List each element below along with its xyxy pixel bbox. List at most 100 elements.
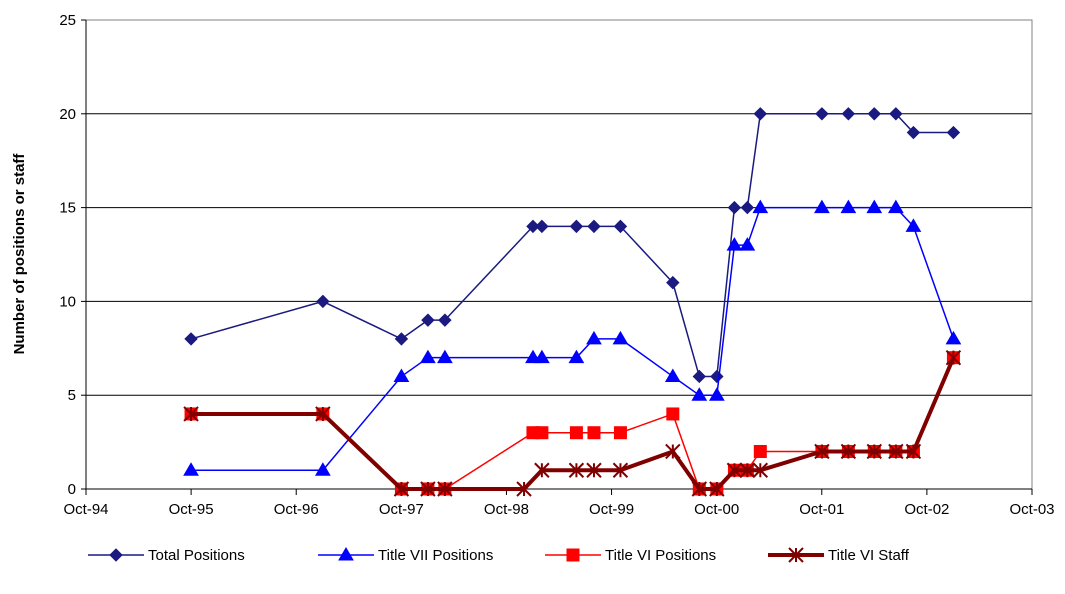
series-line xyxy=(190,113,954,378)
data-point xyxy=(587,219,601,234)
data-point xyxy=(420,349,436,364)
data-point xyxy=(613,219,628,234)
series-title-vii-positions xyxy=(183,199,962,476)
data-point xyxy=(566,548,580,562)
data-point xyxy=(534,462,550,478)
axes: 0 5 10 15 20 25 Oct-94 Oct-95 Oct-96 Oct-97 Oct-98… xyxy=(59,12,1054,518)
data-point xyxy=(753,444,767,458)
data-point xyxy=(866,443,882,460)
data-point xyxy=(840,443,857,460)
data-point xyxy=(691,387,708,401)
legend-label: Total Positions xyxy=(148,547,245,564)
data-point xyxy=(393,481,410,497)
y-tick-label: 20 xyxy=(59,106,76,123)
series-total-positions xyxy=(184,107,961,384)
data-point xyxy=(905,218,922,232)
data-point xyxy=(666,275,680,290)
data-point xyxy=(569,219,584,234)
y-tick-label: 5 xyxy=(68,387,76,404)
data-point xyxy=(568,349,585,364)
data-point xyxy=(710,369,724,384)
data-point xyxy=(421,313,435,327)
y-axis-label: Number of positions or staff xyxy=(11,153,28,355)
legend-label: Title VII Positions xyxy=(378,547,493,564)
data-point xyxy=(586,330,602,345)
data-point xyxy=(740,200,755,215)
x-tick-label: Oct-03 xyxy=(1009,501,1054,518)
data-point xyxy=(887,199,904,214)
data-point xyxy=(752,199,769,214)
legend-item: Title VI Positions xyxy=(545,547,716,564)
data-point xyxy=(526,219,540,234)
legend-label: Title VI Staff xyxy=(828,547,910,564)
data-point xyxy=(692,369,707,384)
data-point xyxy=(664,368,681,382)
data-point xyxy=(752,462,769,478)
data-point xyxy=(666,407,680,421)
x-tick-label: Oct-96 xyxy=(274,501,319,518)
data-point xyxy=(568,462,585,478)
x-tick-label: Oct-94 xyxy=(63,501,108,518)
data-point xyxy=(726,462,743,478)
data-point xyxy=(665,443,681,460)
legend-item: Total Positions xyxy=(88,547,245,564)
data-point xyxy=(613,426,627,440)
data-point xyxy=(726,237,743,251)
x-tick-label: Oct-99 xyxy=(589,501,634,518)
data-point xyxy=(184,332,198,346)
data-point xyxy=(815,107,829,121)
data-point xyxy=(438,313,452,327)
data-point xyxy=(753,107,768,121)
plot-area-frame xyxy=(85,19,1033,490)
data-point xyxy=(535,219,549,234)
x-tick-label: Oct-00 xyxy=(694,501,739,518)
data-point xyxy=(814,443,830,460)
data-point xyxy=(534,349,550,364)
y-tick-label: 15 xyxy=(59,200,76,217)
data-point xyxy=(866,199,883,214)
data-point xyxy=(516,481,532,497)
data-point xyxy=(394,332,409,346)
legend-item: Title VII Positions xyxy=(318,547,493,564)
data-point xyxy=(612,462,629,478)
data-point xyxy=(535,426,549,440)
series-layer xyxy=(183,107,962,497)
data-point xyxy=(709,481,725,497)
data-point xyxy=(867,107,881,121)
data-point xyxy=(739,237,756,251)
data-point xyxy=(906,125,921,140)
data-point xyxy=(314,462,331,476)
data-point xyxy=(183,406,199,422)
data-point xyxy=(888,443,904,460)
series-line xyxy=(191,206,955,471)
data-point xyxy=(945,349,962,366)
x-tick-label: Oct-01 xyxy=(799,501,844,518)
data-point xyxy=(840,199,857,214)
data-point xyxy=(946,125,961,140)
legend-label: Title VI Positions xyxy=(605,547,716,564)
data-point xyxy=(338,547,354,561)
data-point xyxy=(437,349,453,364)
x-tick-label: Oct-02 xyxy=(904,501,949,518)
y-tick-label: 10 xyxy=(59,293,76,310)
data-point xyxy=(814,199,830,214)
legend: Total Positions Title VII Positions Title … xyxy=(88,547,910,564)
x-tick-label: Oct-97 xyxy=(379,501,424,518)
series-title-vi-staff xyxy=(183,349,962,497)
y-tick-label: 25 xyxy=(59,12,76,29)
data-point xyxy=(691,481,708,497)
legend-item: Title VI Staff xyxy=(768,547,910,564)
data-point xyxy=(612,330,629,345)
data-point xyxy=(727,200,742,215)
data-point xyxy=(437,481,453,497)
data-point xyxy=(316,294,330,309)
data-point xyxy=(315,406,331,422)
data-point xyxy=(708,387,725,401)
data-point xyxy=(393,368,410,382)
x-tick-label: Oct-98 xyxy=(484,501,529,518)
data-point xyxy=(945,330,962,345)
series-line xyxy=(191,356,956,491)
data-point xyxy=(183,462,199,476)
data-point xyxy=(569,426,583,440)
